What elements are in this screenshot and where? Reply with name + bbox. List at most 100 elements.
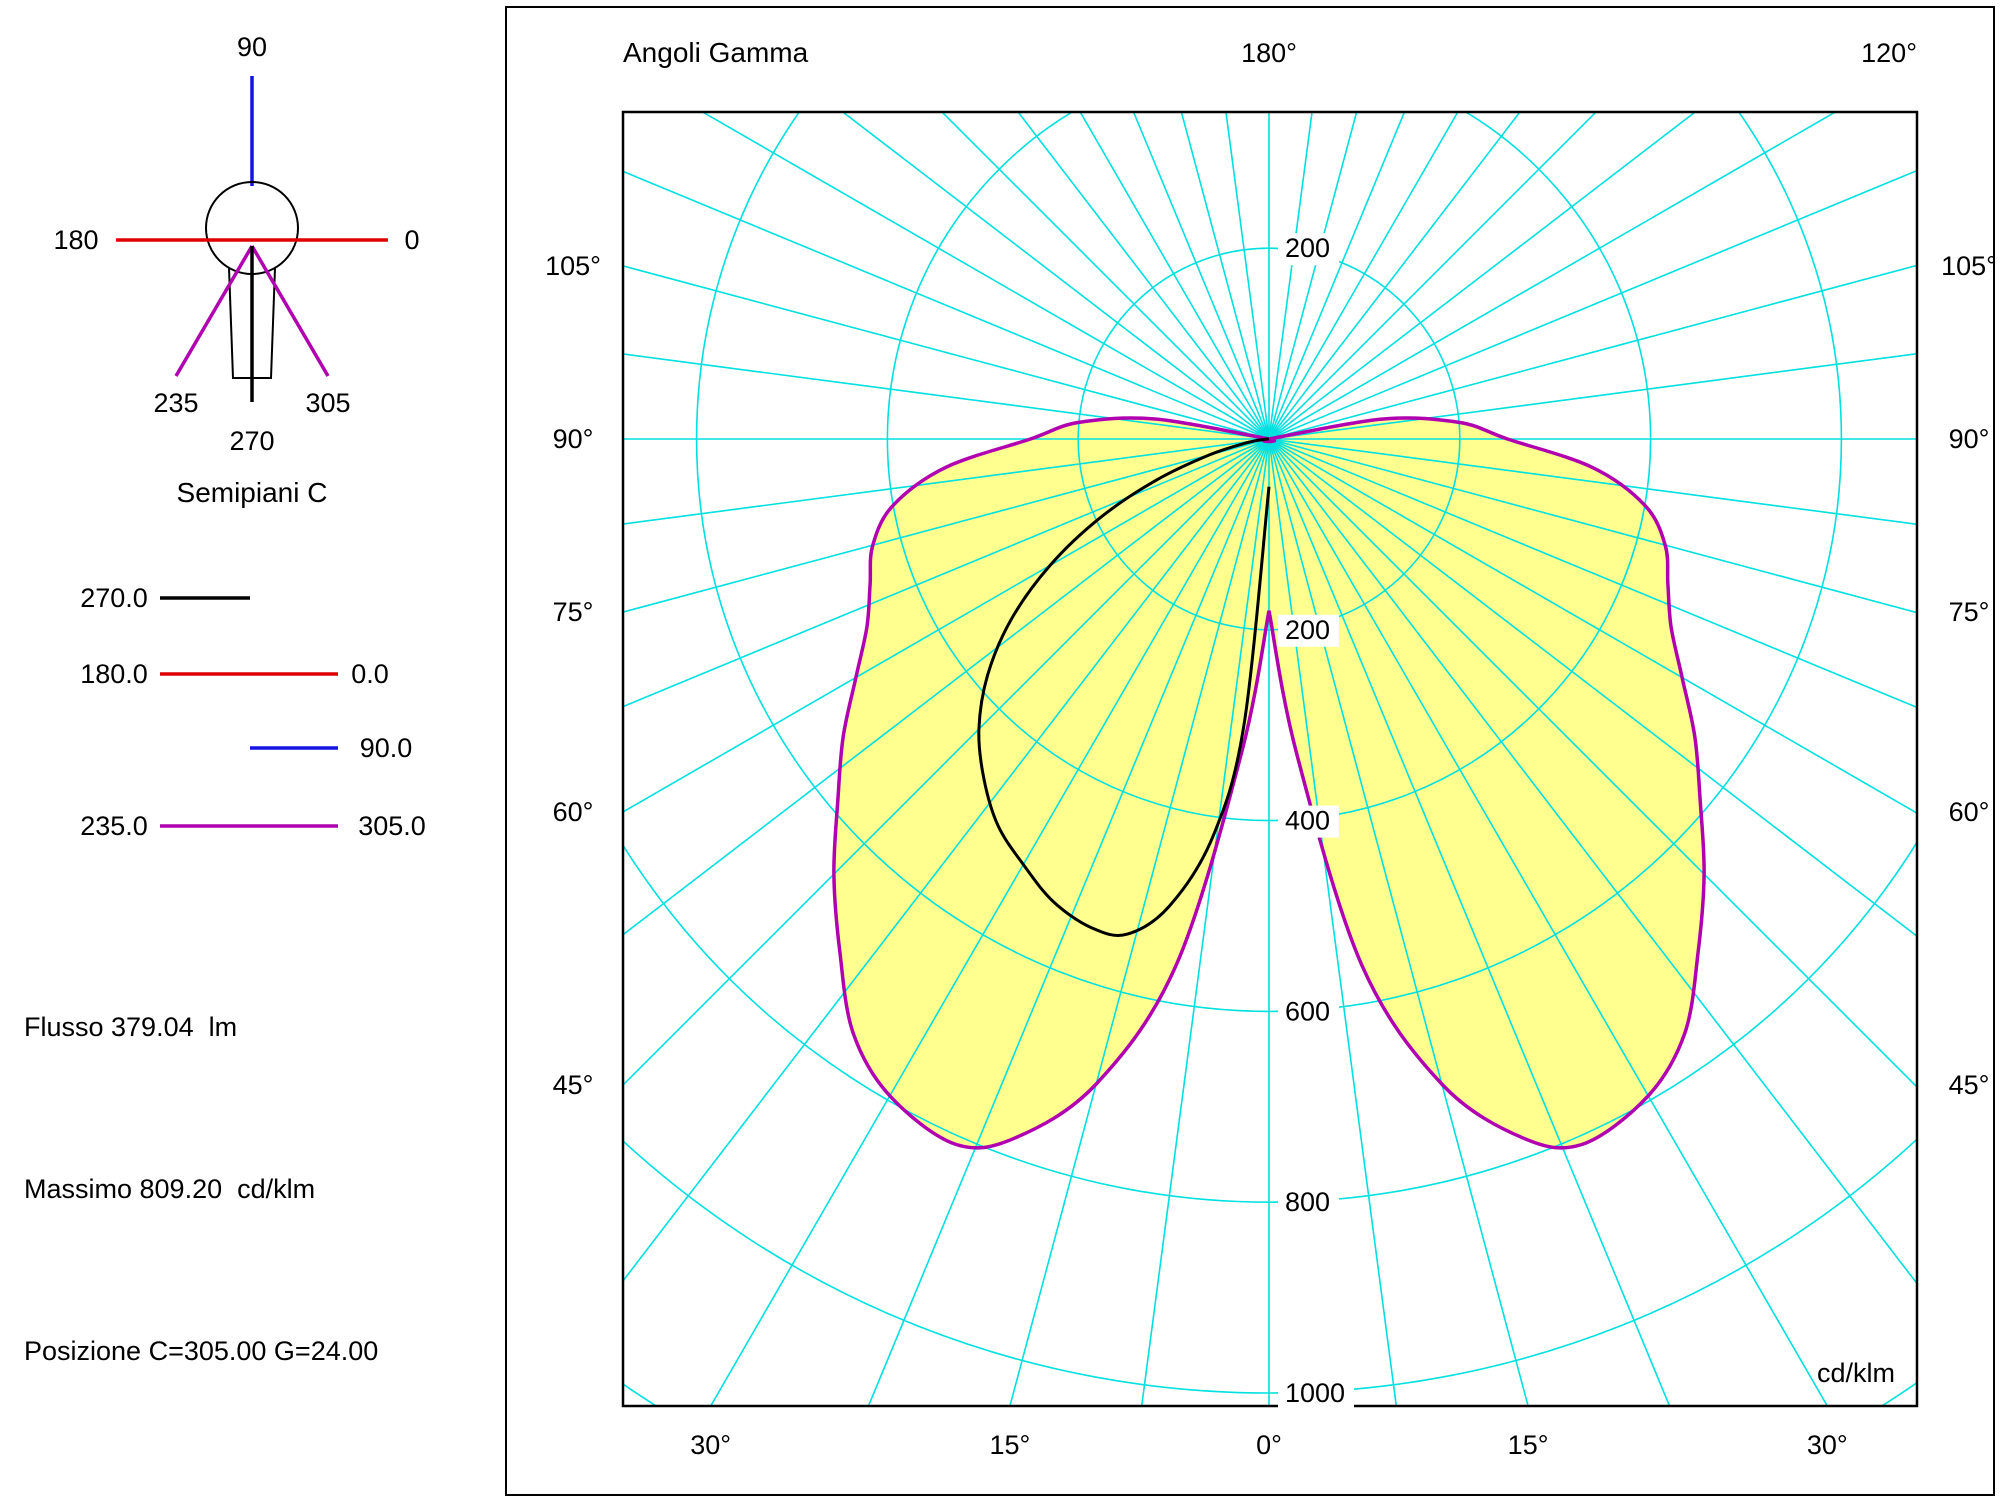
grid-ray — [623, 438, 1270, 613]
info-line-massimo: Massimo 809.20 cd/klm — [24, 1174, 316, 1204]
grid-ray — [1268, 112, 1406, 440]
legend-row-90: 90.0 — [250, 733, 412, 763]
info-line-flusso: Flusso 379.04 lm — [24, 1012, 238, 1042]
gamma-label-bottom: 30° — [1807, 1430, 1848, 1460]
gamma-label-bottom: 30° — [690, 1430, 731, 1460]
grid-ray — [701, 112, 1270, 440]
semipiani-label-235: 235 — [153, 388, 198, 418]
semipiani-title: Semipiani C — [177, 477, 328, 508]
grid-ray — [1268, 438, 1917, 709]
grid-ray — [1268, 438, 1917, 1089]
grid-ray — [1268, 438, 1917, 614]
grid-ray — [1268, 112, 1598, 440]
grid-ray — [1268, 264, 1917, 440]
info-line-rendimento: Rendimento: 100.00% — [24, 1486, 378, 1500]
semipiani-line-305 — [250, 245, 330, 377]
semipiani-diagram: 90 180 0 235 305 270 Semipiani C — [53, 32, 419, 508]
legend-row-235-305: 235.0 305.0 — [80, 811, 426, 841]
grid-ray — [623, 438, 1270, 708]
gamma-label-right: 105° — [1941, 251, 1993, 281]
gamma-label-left: 45° — [553, 1070, 594, 1100]
gamma-label-left: 105° — [545, 251, 601, 281]
legend-label: 90.0 — [360, 733, 413, 763]
grid-ray — [1225, 112, 1270, 440]
grid-ray — [623, 438, 1270, 525]
legend-row-270: 270.0 — [80, 583, 250, 613]
grid-ray — [1268, 112, 1837, 440]
gamma-label-bottom: 15° — [989, 1430, 1030, 1460]
grid-circle — [1077, 247, 1461, 631]
grid-ray — [623, 438, 1270, 936]
grid-ray — [623, 438, 1270, 1283]
gamma-label-right: 75° — [1949, 597, 1990, 627]
grid-ray — [1268, 352, 1917, 440]
legend: 270.0 180.0 0.0 90.0 235.0 305.0 — [80, 583, 426, 841]
grid-ray — [1268, 438, 1917, 526]
radial-tick-label: 200 — [1285, 233, 1330, 263]
legend-label: 180.0 — [80, 659, 148, 689]
radial-tick-label: 1000 — [1285, 1378, 1345, 1408]
grid-ray — [1017, 112, 1270, 440]
grid-circle — [886, 112, 1652, 822]
grid-ray — [841, 112, 1270, 440]
radial-tick-label: 800 — [1285, 1187, 1330, 1217]
gamma-label-right: 45° — [1949, 1070, 1990, 1100]
curve-c235-305 — [832, 416, 1706, 1150]
grid-ray — [1268, 112, 1459, 440]
grid-ray — [1268, 438, 1917, 815]
curve-c270 — [977, 437, 1271, 937]
polar-chart-panel: Angoli Gamma 180° 120° 105° 105° 90° 90° 75° 75°… — [505, 6, 1997, 1496]
grid-ray — [623, 438, 1270, 1087]
semipiani-line-235 — [174, 245, 254, 377]
grid-ray — [1268, 112, 1313, 440]
gamma-label-bottom: 0° — [1256, 1430, 1282, 1460]
grid-ray — [1268, 112, 1697, 440]
radial-tick-label: 200 — [1285, 615, 1330, 645]
radial-tick-label: 400 — [1285, 806, 1330, 836]
semipiani-label-305: 305 — [305, 388, 350, 418]
grid-ray — [1009, 438, 1270, 1406]
tick-label-bg — [1278, 805, 1339, 838]
grid-ray — [1268, 169, 1917, 440]
tick-label-bg — [1278, 996, 1339, 1029]
tick-label-bg — [1278, 1187, 1339, 1220]
plot-border — [621, 110, 1919, 1408]
gamma-label-left: 75° — [553, 597, 594, 627]
gamma-label-bottom: 15° — [1508, 1430, 1549, 1460]
grid-ray — [1079, 112, 1270, 440]
semipiani-label-180: 180 — [53, 225, 98, 255]
gamma-label-top-right: 120° — [1861, 38, 1917, 68]
grid-ray — [1132, 112, 1270, 440]
grid-ray — [940, 112, 1270, 440]
grid-circle — [623, 1137, 1917, 1394]
legend-label: 270.0 — [80, 583, 148, 613]
grid-ray — [1268, 112, 1358, 440]
grid-ray — [623, 353, 1270, 440]
semipiani-label-90: 90 — [237, 32, 267, 62]
grid-circle — [695, 112, 1843, 1013]
legend-row-0-180: 180.0 0.0 — [80, 659, 389, 689]
grid-ray — [1268, 438, 1917, 938]
polar-diagram: Angoli Gamma 180° 120° 105° 105° 90° 90° 75° 75°… — [545, 37, 1997, 1460]
grid-ray — [1140, 438, 1270, 1406]
tick-label-bg — [1278, 614, 1339, 647]
gamma-label-left: 90° — [553, 424, 594, 454]
gamma-label-left: 60° — [553, 797, 594, 827]
grid-ray — [709, 438, 1270, 1406]
grid-ray — [1268, 112, 1521, 440]
grid-circle — [623, 840, 1917, 1203]
info-block: Flusso 379.04 lm Massimo 809.20 cd/klm P… — [24, 892, 378, 1500]
radial-unit-label: cd/klm — [1817, 1358, 1895, 1388]
polar-grid-and-curves — [623, 112, 1917, 1406]
legend-label: 0.0 — [351, 659, 389, 689]
tick-label-bg — [1278, 1378, 1354, 1410]
gamma-label-right: 90° — [1949, 424, 1990, 454]
gamma-label-top-center: 180° — [1241, 38, 1297, 68]
grid-ray — [1180, 112, 1270, 440]
grid-ray — [623, 265, 1270, 440]
grid-ray — [1268, 438, 1917, 1285]
grid-ray — [623, 170, 1270, 440]
legend-label: 305.0 — [358, 811, 426, 841]
grid-ray — [1268, 438, 1398, 1406]
